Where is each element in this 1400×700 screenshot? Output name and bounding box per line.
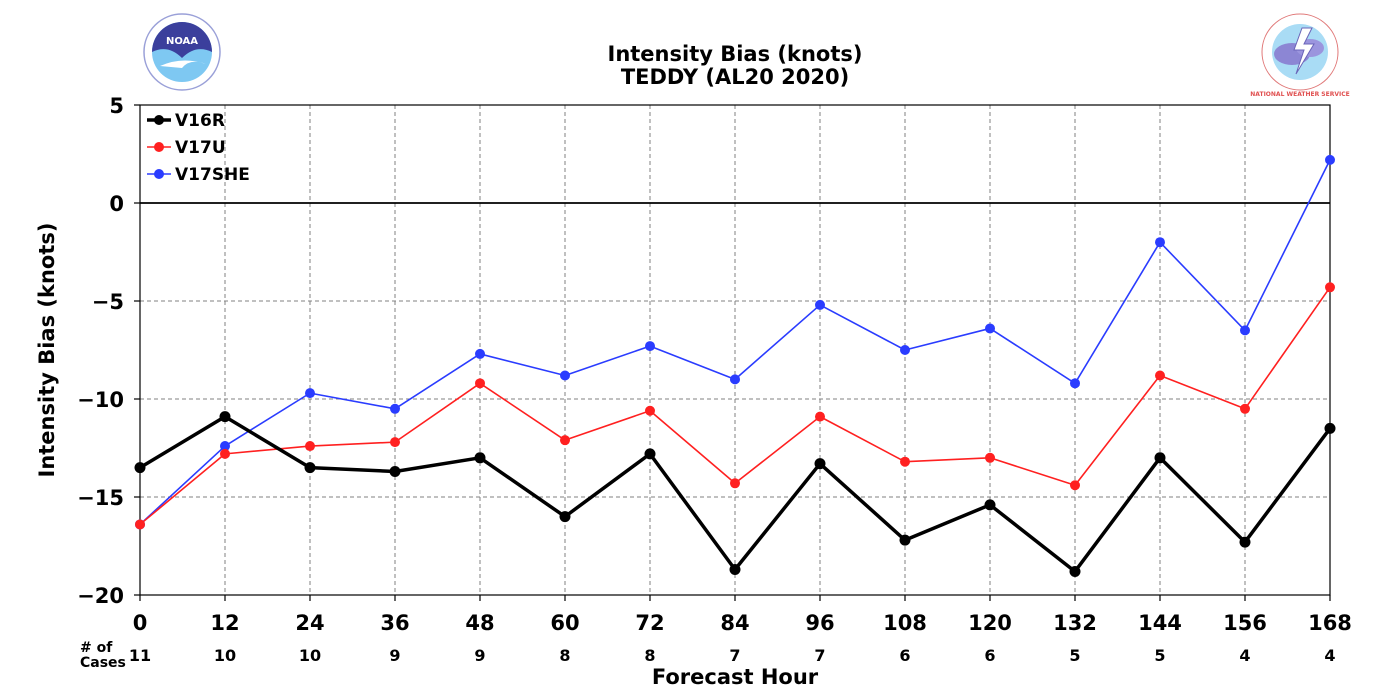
svg-text:NOAA: NOAA bbox=[166, 36, 198, 47]
data-point-v16r bbox=[1154, 452, 1166, 464]
legend-marker-v17u bbox=[154, 142, 164, 152]
data-point-v16r bbox=[729, 564, 741, 576]
chart-title-line2: TEDDY (AL20 2020) bbox=[621, 65, 849, 89]
data-point-v17u bbox=[390, 437, 400, 448]
case-count: 5 bbox=[1069, 646, 1080, 665]
noaa-logo: NOAA bbox=[143, 13, 221, 91]
data-point-v17u bbox=[220, 448, 230, 459]
data-point-v17she bbox=[985, 323, 995, 334]
data-point-v17u bbox=[815, 411, 825, 422]
y-tick-label: −20 bbox=[77, 584, 124, 608]
case-count: 11 bbox=[129, 646, 151, 665]
data-point-v17u bbox=[560, 435, 570, 446]
data-point-v16r bbox=[474, 452, 486, 464]
data-point-v16r bbox=[1239, 536, 1251, 548]
case-count: 4 bbox=[1239, 646, 1250, 665]
y-tick-label: −10 bbox=[77, 388, 124, 412]
x-axis-label: Forecast Hour bbox=[652, 665, 819, 689]
data-point-v17she bbox=[560, 370, 570, 381]
data-point-v17u bbox=[1070, 480, 1080, 491]
x-tick-label: 72 bbox=[635, 611, 664, 635]
data-point-v16r bbox=[304, 462, 316, 474]
x-tick-label: 144 bbox=[1138, 611, 1182, 635]
case-count: 7 bbox=[729, 646, 740, 665]
case-count: 10 bbox=[299, 646, 321, 665]
x-tick-label: 132 bbox=[1053, 611, 1097, 635]
data-point-v16r bbox=[899, 534, 911, 546]
legend-label-v17she: V17SHE bbox=[175, 165, 250, 185]
data-point-v16r bbox=[219, 411, 231, 423]
data-point-v16r bbox=[1324, 422, 1336, 434]
x-tick-label: 156 bbox=[1223, 611, 1267, 635]
x-tick-label: 96 bbox=[805, 611, 834, 635]
y-tick-label: 5 bbox=[109, 94, 124, 118]
case-count: 10 bbox=[214, 646, 236, 665]
data-point-v16r bbox=[389, 466, 401, 478]
data-point-v17she bbox=[645, 341, 655, 352]
x-tick-label: 120 bbox=[968, 611, 1012, 635]
cases-label-line2: Cases bbox=[80, 655, 126, 671]
data-point-v17she bbox=[1155, 237, 1165, 248]
y-tick-label: −5 bbox=[92, 290, 124, 314]
legend-label-v16r: V16R bbox=[175, 111, 225, 131]
data-point-v17u bbox=[900, 456, 910, 467]
data-point-v16r bbox=[1069, 565, 1081, 577]
y-tick-label: 0 bbox=[109, 192, 124, 216]
case-count: 7 bbox=[814, 646, 825, 665]
nws-logo: NATIONAL WEATHER SERVICE bbox=[1250, 13, 1350, 98]
data-point-v17she bbox=[305, 388, 315, 399]
x-tick-label: 24 bbox=[295, 611, 324, 635]
data-point-v17she bbox=[475, 348, 485, 359]
x-tick-label: 48 bbox=[465, 611, 494, 635]
x-tick-label: 36 bbox=[380, 611, 409, 635]
data-point-v17u bbox=[1240, 403, 1250, 414]
case-count: 6 bbox=[984, 646, 995, 665]
legend-marker-v17she bbox=[154, 169, 164, 179]
data-point-v17u bbox=[985, 452, 995, 463]
data-point-v16r bbox=[134, 462, 146, 474]
data-point-v16r bbox=[814, 458, 826, 470]
chart-title-line1: Intensity Bias (knots) bbox=[608, 42, 863, 66]
data-point-v17she bbox=[815, 299, 825, 310]
data-point-v17u bbox=[135, 519, 145, 530]
y-tick-label: −15 bbox=[77, 486, 124, 510]
data-point-v17u bbox=[475, 378, 485, 389]
data-point-v17she bbox=[1070, 378, 1080, 389]
case-count: 9 bbox=[389, 646, 400, 665]
data-point-v17u bbox=[305, 441, 315, 452]
data-point-v17u bbox=[730, 478, 740, 489]
data-point-v17she bbox=[390, 403, 400, 414]
case-count: 8 bbox=[644, 646, 655, 665]
data-point-v17she bbox=[730, 374, 740, 385]
data-point-v16r bbox=[644, 448, 656, 460]
data-point-v16r bbox=[984, 499, 996, 511]
case-count: 9 bbox=[474, 646, 485, 665]
data-point-v17u bbox=[1155, 370, 1165, 381]
x-tick-label: 84 bbox=[720, 611, 749, 635]
x-tick-label: 108 bbox=[883, 611, 927, 635]
case-count: 8 bbox=[559, 646, 570, 665]
case-count: 4 bbox=[1324, 646, 1335, 665]
data-point-v17she bbox=[220, 441, 230, 452]
case-count: 5 bbox=[1154, 646, 1165, 665]
data-point-v17she bbox=[1325, 154, 1335, 165]
data-point-v16r bbox=[559, 511, 571, 523]
legend-label-v17u: V17U bbox=[175, 138, 226, 158]
legend-marker-v16r bbox=[154, 115, 164, 125]
x-tick-label: 0 bbox=[133, 611, 148, 635]
svg-text:NATIONAL WEATHER SERVICE: NATIONAL WEATHER SERVICE bbox=[1250, 91, 1349, 98]
x-tick-label: 60 bbox=[550, 611, 579, 635]
data-point-v17she bbox=[1240, 325, 1250, 336]
case-count: 6 bbox=[899, 646, 910, 665]
data-point-v17u bbox=[645, 405, 655, 416]
x-tick-label: 168 bbox=[1308, 611, 1352, 635]
data-point-v17u bbox=[1325, 282, 1335, 293]
y-axis-label: Intensity Bias (knots) bbox=[35, 223, 59, 478]
cases-label-line1: # of bbox=[80, 640, 113, 656]
data-point-v17she bbox=[900, 345, 910, 355]
x-tick-label: 12 bbox=[210, 611, 239, 635]
